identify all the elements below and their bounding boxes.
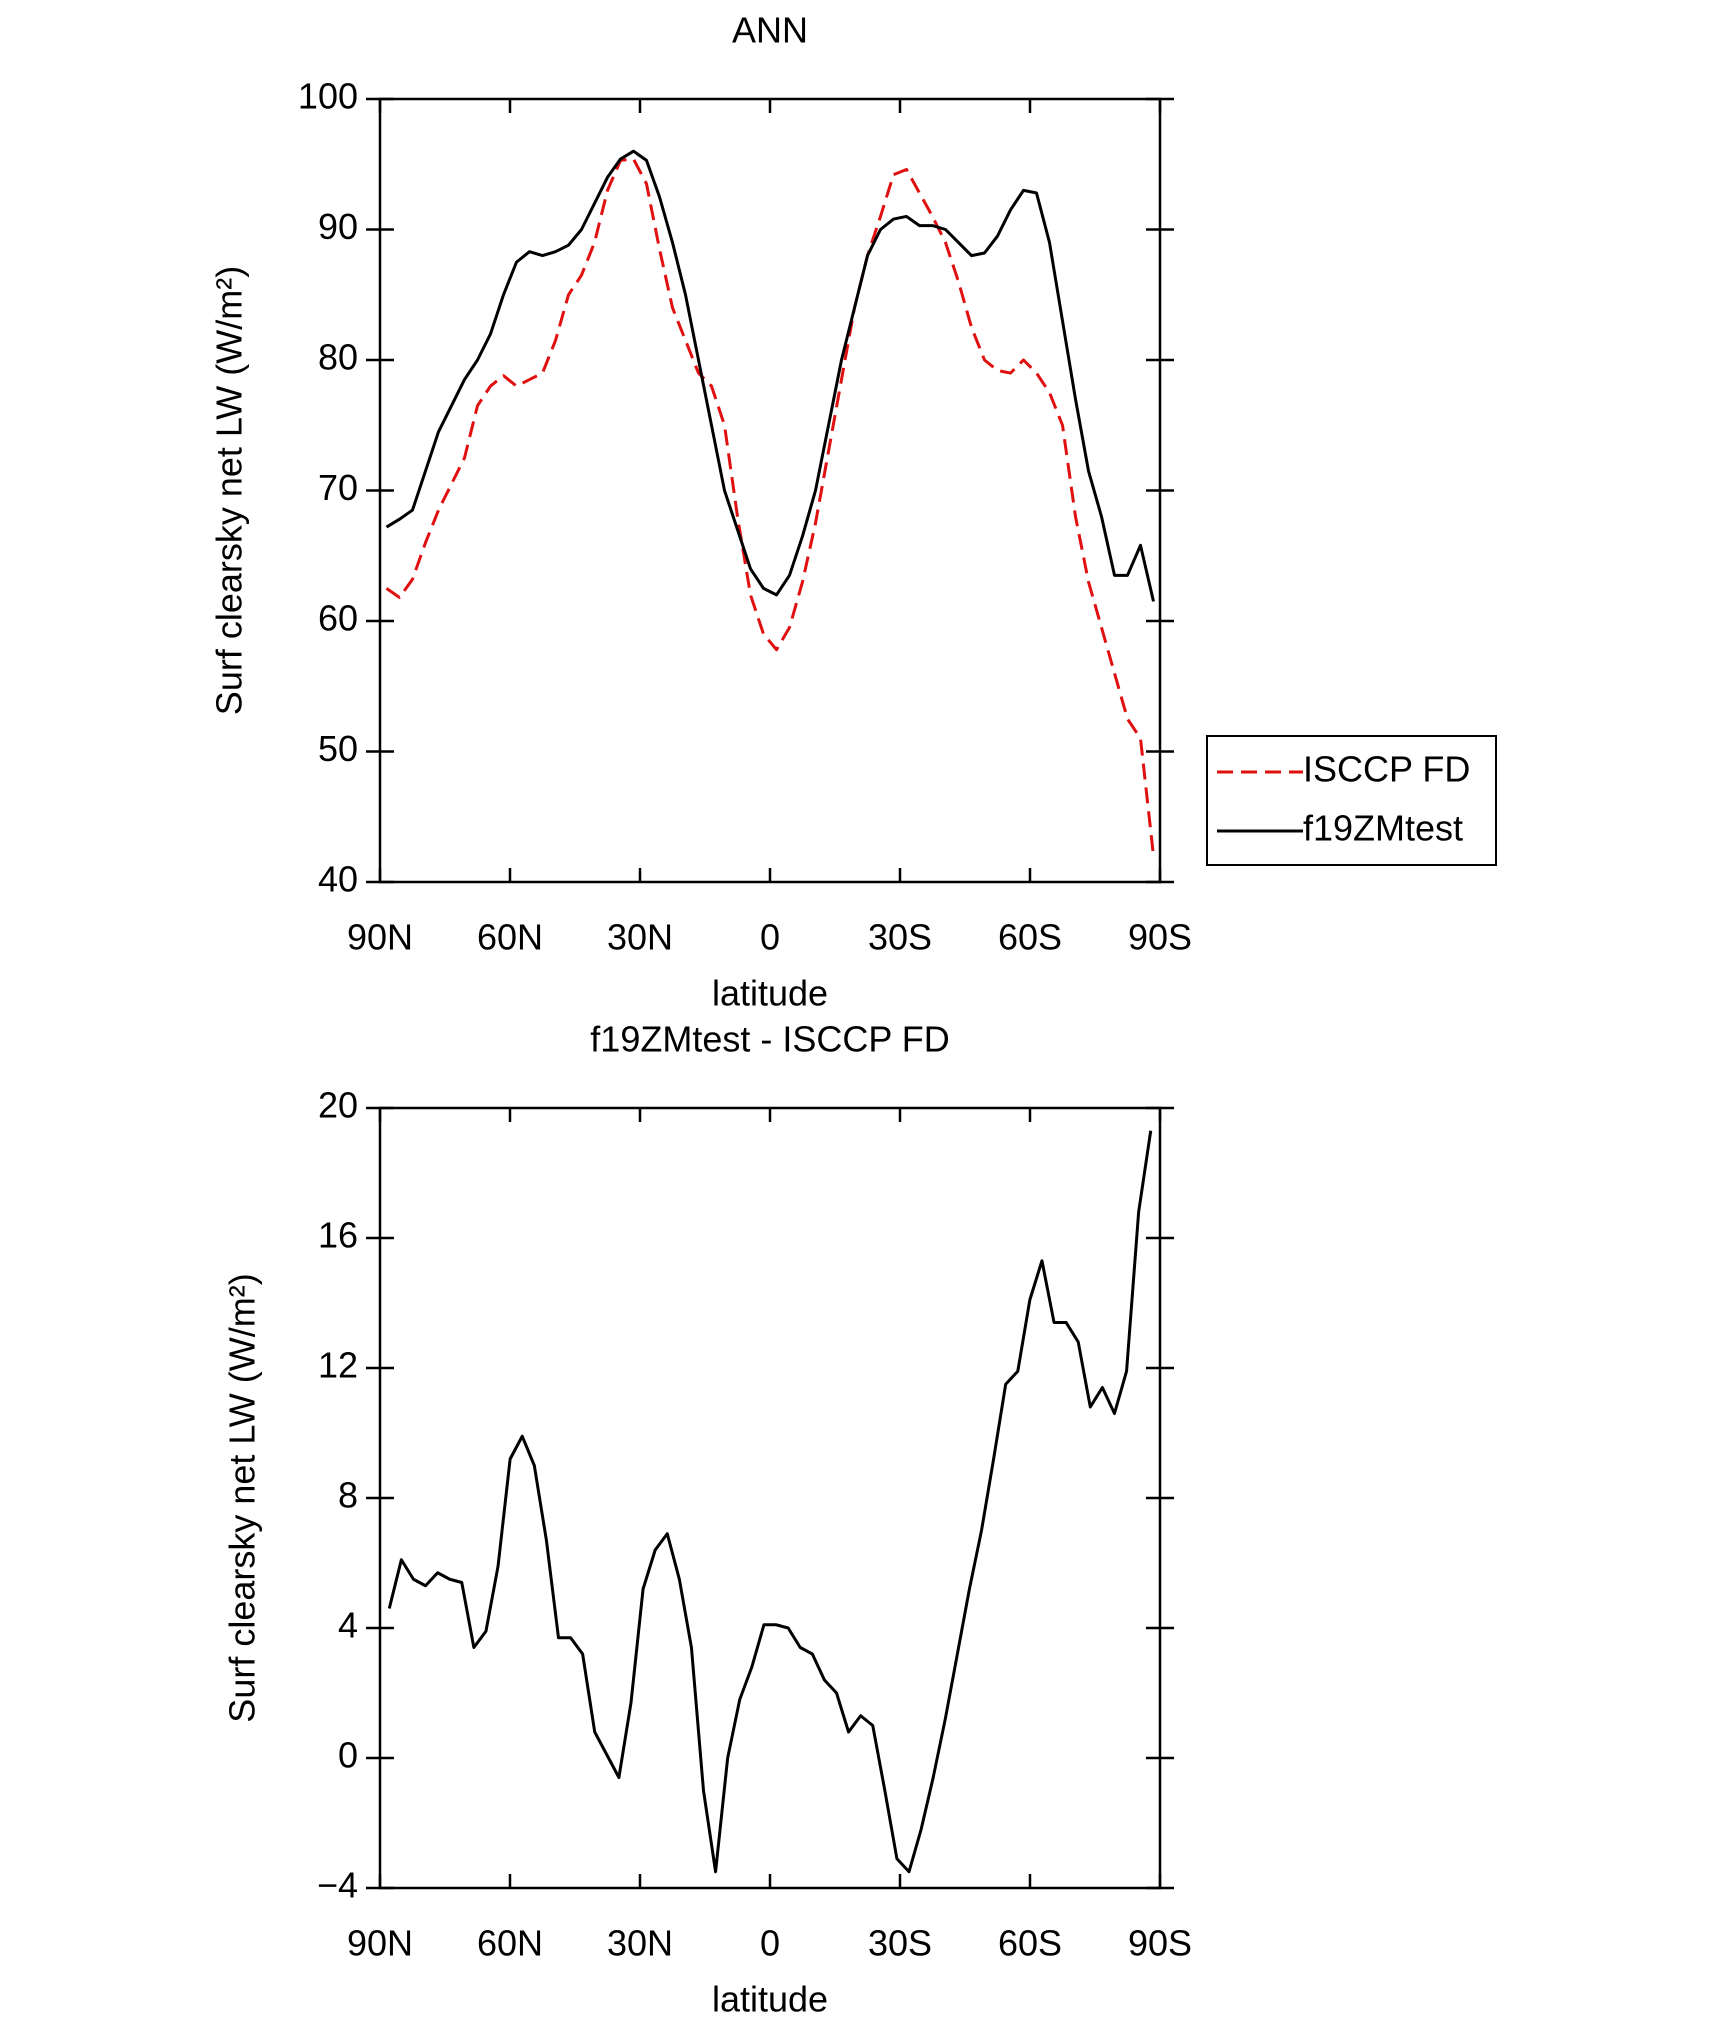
y-tick-label: 4 <box>338 1605 358 1646</box>
legend-label: f19ZMtest <box>1303 808 1463 849</box>
plot-frame <box>378 97 1162 884</box>
y-tick-label: 70 <box>318 467 358 508</box>
x-tick-label: 0 <box>760 917 780 958</box>
data-line <box>385 157 1155 857</box>
y-tick-label: 20 <box>318 1085 358 1126</box>
legend-box <box>1206 735 1497 866</box>
x-tick-label: 90S <box>1128 917 1192 958</box>
y-tick-label: 0 <box>338 1735 358 1776</box>
chart-title: f19ZMtest - ISCCP FD <box>590 1019 949 1060</box>
chart-title: ANN <box>732 10 808 51</box>
y-tick-label: 60 <box>318 598 358 639</box>
x-tick-label: 90N <box>347 1923 413 1964</box>
x-tick-label: 30S <box>868 917 932 958</box>
x-tick-label: 30S <box>868 1923 932 1964</box>
x-tick-label: 60S <box>998 917 1062 958</box>
y-tick-label: −4 <box>317 1865 358 1906</box>
y-tick-label: 12 <box>318 1345 358 1386</box>
x-tick-label: 30N <box>607 917 673 958</box>
data-line <box>385 149 1155 602</box>
x-tick-label: 60N <box>477 1923 543 1964</box>
y-tick-label: 90 <box>318 206 358 247</box>
data-line <box>387 1130 1153 1874</box>
y-tick-label: 8 <box>338 1475 358 1516</box>
x-tick-label: 90N <box>347 917 413 958</box>
x-tick-label: 90S <box>1128 1923 1192 1964</box>
x-axis-label: latitude <box>712 1979 828 2020</box>
y-tick-label: 50 <box>318 728 358 769</box>
x-tick-label: 60N <box>477 917 543 958</box>
x-tick-label: 0 <box>760 1923 780 1964</box>
x-tick-label: 30N <box>607 1923 673 1964</box>
legend-label: ISCCP FD <box>1303 749 1470 790</box>
y-axis-label: Surf clearsky net LW (W/m²) <box>209 266 250 715</box>
y-tick-label: 40 <box>318 859 358 900</box>
y-tick-label: 16 <box>318 1215 358 1256</box>
x-axis-label: latitude <box>712 973 828 1014</box>
y-tick-label: 80 <box>318 337 358 378</box>
x-tick-label: 60S <box>998 1923 1062 1964</box>
y-axis-label: Surf clearsky net LW (W/m²) <box>222 1273 263 1722</box>
y-tick-label: 100 <box>298 76 358 117</box>
plot-frame <box>378 1106 1162 1890</box>
